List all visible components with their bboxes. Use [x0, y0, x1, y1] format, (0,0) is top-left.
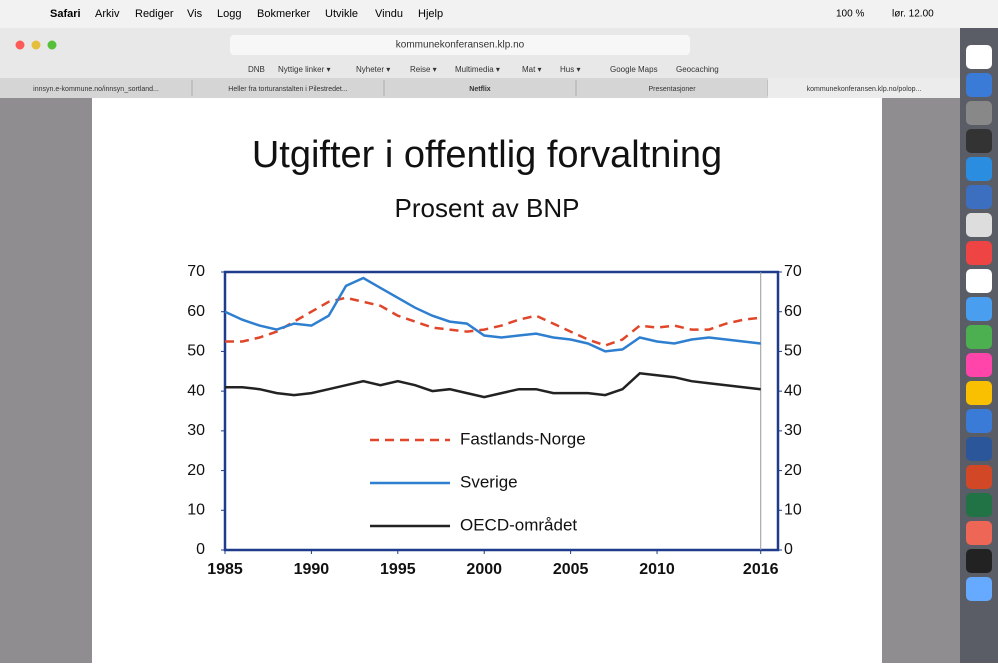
y-tick-label: 30: [187, 422, 205, 439]
y-tick-label: 0: [196, 541, 205, 558]
x-tick-label: 2000: [466, 561, 502, 578]
bookmark[interactable]: Google Maps: [610, 65, 658, 74]
bookmark[interactable]: DNB: [248, 65, 265, 74]
y-tick-label: 40: [187, 382, 205, 399]
chart-subtitle: Prosent av BNP: [395, 193, 580, 223]
chart-title: Utgifter i offentlig forvaltning: [252, 134, 722, 176]
menu-item[interactable]: Hjelp: [418, 8, 443, 20]
y-tick-label: 70: [187, 263, 205, 280]
menu-item[interactable]: Vindu: [375, 8, 403, 20]
dock-icon[interactable]: [966, 437, 992, 461]
dock-icon[interactable]: [966, 577, 992, 601]
y-tick-label: 50: [187, 343, 205, 360]
menu-item[interactable]: Bokmerker: [257, 8, 311, 20]
minimize-button[interactable]: [32, 41, 41, 50]
dock-icon[interactable]: [966, 325, 992, 349]
y2-tick-label: 40: [784, 382, 802, 399]
menu-item[interactable]: Vis: [187, 8, 203, 20]
dock-icon[interactable]: [966, 45, 992, 69]
y-tick-label: 20: [187, 462, 205, 479]
y2-tick-label: 0: [784, 541, 793, 558]
dock-icon[interactable]: [966, 409, 992, 433]
clock: lør. 12.00: [892, 9, 934, 20]
menu-item[interactable]: Utvikle: [325, 8, 358, 20]
bookmark[interactable]: Multimedia ▾: [455, 65, 500, 74]
dock-icon[interactable]: [966, 269, 992, 293]
x-tick-label: 1990: [294, 561, 330, 578]
dock-icon[interactable]: [966, 185, 992, 209]
tab[interactable]: Presentasjoner: [648, 86, 696, 93]
bookmark[interactable]: Reise ▾: [410, 65, 437, 74]
bookmark[interactable]: Nyheter ▾: [356, 65, 390, 74]
dock-icon[interactable]: [966, 493, 992, 517]
y2-tick-label: 70: [784, 263, 802, 280]
tab[interactable]: Heller fra torturanstalten i Pilestredet…: [228, 86, 347, 93]
menu-item[interactable]: Arkiv: [95, 8, 120, 20]
slide: [92, 98, 882, 663]
y2-tick-label: 10: [784, 502, 802, 519]
tab[interactable]: innsyn.e-kommune.no/innsyn_sortland...: [33, 86, 159, 93]
legend-label: Sverige: [460, 472, 518, 491]
y2-tick-label: 30: [784, 422, 802, 439]
dock-icon[interactable]: [966, 213, 992, 237]
dock-icon[interactable]: [966, 353, 992, 377]
y2-tick-label: 60: [784, 303, 802, 320]
dock-icon[interactable]: [966, 129, 992, 153]
dock-icon[interactable]: [966, 241, 992, 265]
legend-label: OECD-området: [460, 515, 577, 534]
x-tick-label: 2016: [743, 561, 779, 578]
dock-icon[interactable]: [966, 381, 992, 405]
close-button[interactable]: [16, 41, 25, 50]
screen: kommunekonferansen.klp.no 100 % lør. 12.…: [0, 0, 998, 663]
tab[interactable]: kommunekonferansen.klp.no/polop...: [807, 86, 922, 93]
zoom-button[interactable]: [48, 41, 57, 50]
battery: 100 %: [836, 9, 864, 20]
menu-item[interactable]: Logg: [217, 8, 241, 20]
dock-icon[interactable]: [966, 157, 992, 181]
dock-icon[interactable]: [966, 297, 992, 321]
x-tick-label: 1995: [380, 561, 416, 578]
y-tick-label: 60: [187, 303, 205, 320]
x-tick-label: 1985: [207, 561, 243, 578]
y2-tick-label: 50: [784, 343, 802, 360]
legend-label: Fastlands-Norge: [460, 429, 586, 448]
tab[interactable]: Netflix: [469, 86, 491, 93]
y2-tick-label: 20: [784, 462, 802, 479]
x-tick-label: 2010: [639, 561, 675, 578]
dock-icon[interactable]: [966, 465, 992, 489]
dock-icon[interactable]: [966, 521, 992, 545]
dock-icon[interactable]: [966, 549, 992, 573]
bookmark[interactable]: Mat ▾: [522, 65, 542, 74]
bookmark[interactable]: Nyttige linker ▾: [278, 65, 330, 74]
y-tick-label: 10: [187, 502, 205, 519]
bookmark[interactable]: Hus ▾: [560, 65, 580, 74]
x-tick-label: 2005: [553, 561, 589, 578]
bookmark[interactable]: Geocaching: [676, 65, 719, 74]
dock-icon[interactable]: [966, 101, 992, 125]
menu-item[interactable]: Safari: [50, 8, 81, 20]
address[interactable]: kommunekonferansen.klp.no: [396, 40, 525, 51]
menu-item[interactable]: Rediger: [135, 8, 174, 20]
dock-icon[interactable]: [966, 73, 992, 97]
